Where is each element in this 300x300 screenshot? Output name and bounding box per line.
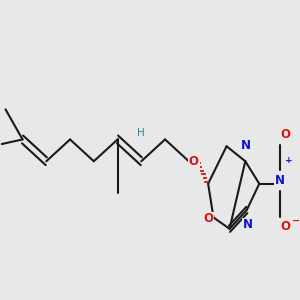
Text: −: − [292,216,300,226]
Text: O: O [189,155,199,168]
Text: N: N [241,139,251,152]
Text: O: O [203,212,213,226]
Text: O: O [280,220,290,233]
Text: N: N [275,174,285,187]
Text: H: H [137,128,145,138]
Text: N: N [242,218,252,232]
Text: +: + [286,156,293,165]
Text: O: O [280,128,290,142]
